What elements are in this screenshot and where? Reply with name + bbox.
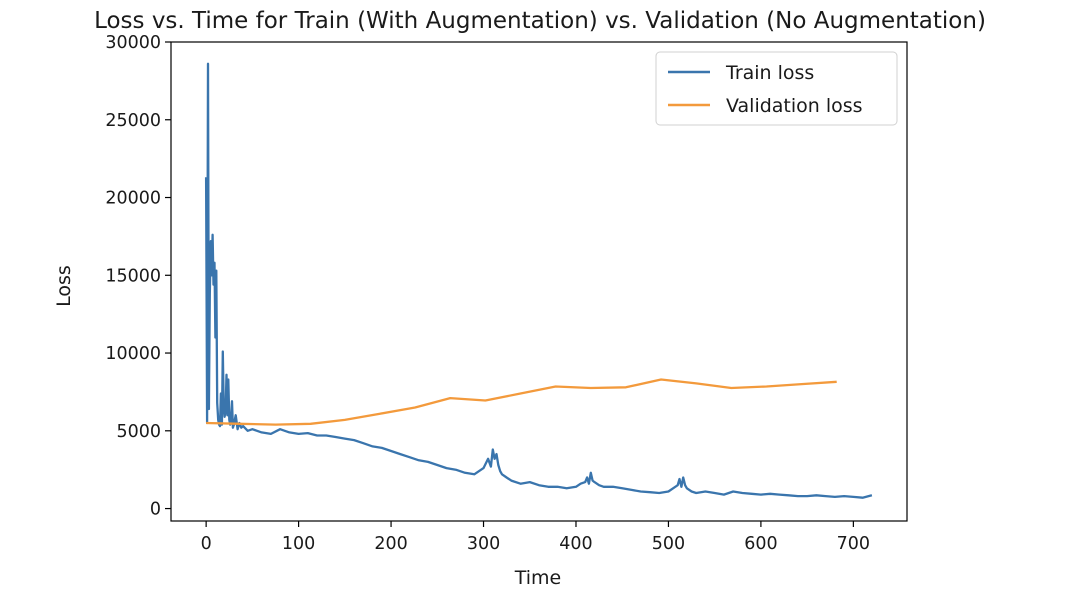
y-tick-label: 20000 (105, 189, 161, 209)
y-tick-label: 0 (150, 500, 161, 520)
x-tick-label: 200 (374, 534, 407, 554)
legend-label-1: Train loss (725, 62, 814, 84)
plot-lines (204, 62, 873, 499)
series-line-2 (206, 378, 837, 426)
x-tick-label: 300 (467, 534, 500, 554)
y-tick-label: 5000 (116, 422, 161, 442)
y-tick-label: 30000 (105, 33, 161, 53)
plot-area-frame (170, 41, 908, 522)
x-tick-label: 0 (201, 534, 212, 554)
legend-box (655, 51, 898, 126)
legend: Train loss Validation loss (655, 51, 898, 126)
x-tick-label: 100 (282, 534, 315, 554)
y-tick-label: 25000 (105, 111, 161, 131)
y-axis-ticks: 0 5000 10000 15000 20000 25000 30000 (105, 33, 171, 520)
x-tick-label: 400 (559, 534, 592, 554)
y-axis-label: Loss (53, 265, 75, 307)
x-tick-label: 600 (744, 534, 777, 554)
chart-title: Loss vs. Time for Train (With Augmentati… (94, 8, 986, 34)
series-line-1 (204, 62, 873, 499)
x-axis-label: Time (514, 567, 562, 589)
y-tick-label: 15000 (105, 266, 161, 286)
legend-label-2: Validation loss (726, 95, 863, 117)
x-tick-label: 500 (652, 534, 685, 554)
y-tick-label: 10000 (105, 344, 161, 364)
x-tick-label: 700 (837, 534, 870, 554)
x-axis-ticks: 0 100 200 300 400 500 600 700 (201, 521, 870, 554)
